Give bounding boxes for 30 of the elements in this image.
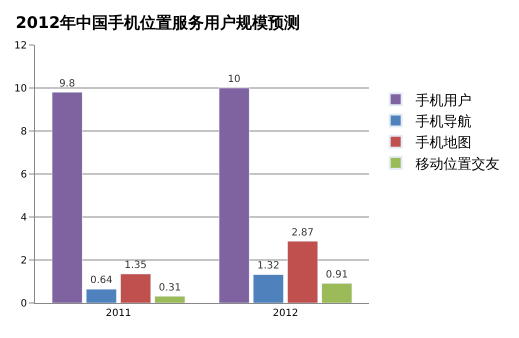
bar	[253, 274, 284, 303]
y-tick-label: 8	[20, 126, 27, 138]
y-tick-label: 0	[20, 298, 27, 310]
legend-label: 手机用户	[416, 92, 472, 109]
data-label: 1.35	[124, 260, 147, 271]
bar	[218, 88, 250, 303]
y-tick-label: 12	[14, 40, 27, 52]
x-tick-label: 2011	[106, 308, 132, 319]
data-label: 0.91	[326, 269, 348, 280]
bar	[287, 241, 318, 303]
x-tick-label: 2012	[272, 308, 298, 319]
data-label: 10	[228, 74, 241, 85]
bar	[322, 283, 352, 303]
bar	[52, 92, 82, 303]
data-label: 2.87	[291, 227, 314, 238]
data-label: 0.31	[158, 282, 181, 294]
legend-label: 移动位置交友	[416, 156, 500, 172]
y-tick-label: 4	[20, 212, 27, 224]
bar	[86, 288, 117, 303]
data-label: 0.64	[90, 275, 113, 286]
y-tick-label: 6	[20, 170, 27, 180]
y-tick-label: 2	[20, 256, 27, 266]
legend-label: 手机导航	[416, 114, 472, 130]
chart-title: 2012年中国手机位置服务用户规模预测	[16, 13, 300, 32]
bar	[120, 274, 151, 303]
bar	[154, 296, 186, 303]
legend-label: 手机地图	[416, 135, 472, 152]
data-label: 1.32	[257, 260, 280, 272]
y-tick-label: 10	[14, 84, 27, 94]
data-label: 9.8	[59, 78, 76, 90]
